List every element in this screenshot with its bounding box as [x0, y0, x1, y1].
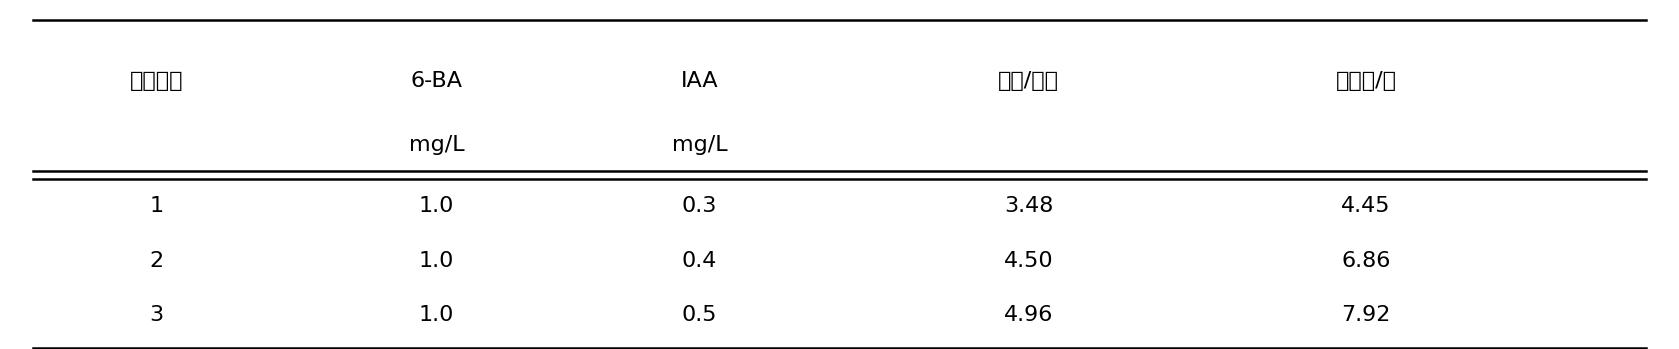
Text: 1: 1 [149, 196, 165, 216]
Text: 6.86: 6.86 [1342, 251, 1390, 271]
Text: 0.5: 0.5 [682, 305, 717, 326]
Text: IAA: IAA [680, 71, 719, 91]
Text: 3: 3 [149, 305, 165, 326]
Text: 0.4: 0.4 [682, 251, 717, 271]
Text: 4.50: 4.50 [1004, 251, 1053, 271]
Text: 4.96: 4.96 [1004, 305, 1053, 326]
Text: 4.45: 4.45 [1342, 196, 1390, 216]
Text: 株高/厘米: 株高/厘米 [999, 71, 1059, 91]
Text: 7.92: 7.92 [1342, 305, 1390, 326]
Text: mg/L: mg/L [408, 135, 463, 155]
Text: 1.0: 1.0 [418, 196, 453, 216]
Text: 1.0: 1.0 [418, 305, 453, 326]
Text: 分枝数/枝: 分枝数/枝 [1335, 71, 1397, 91]
Text: mg/L: mg/L [672, 135, 727, 155]
Text: 0.3: 0.3 [682, 196, 717, 216]
Text: 1.0: 1.0 [418, 251, 453, 271]
Text: 2: 2 [149, 251, 165, 271]
Text: 6-BA: 6-BA [410, 71, 462, 91]
Text: 试验编号: 试验编号 [129, 71, 183, 91]
Text: 3.48: 3.48 [1004, 196, 1053, 216]
